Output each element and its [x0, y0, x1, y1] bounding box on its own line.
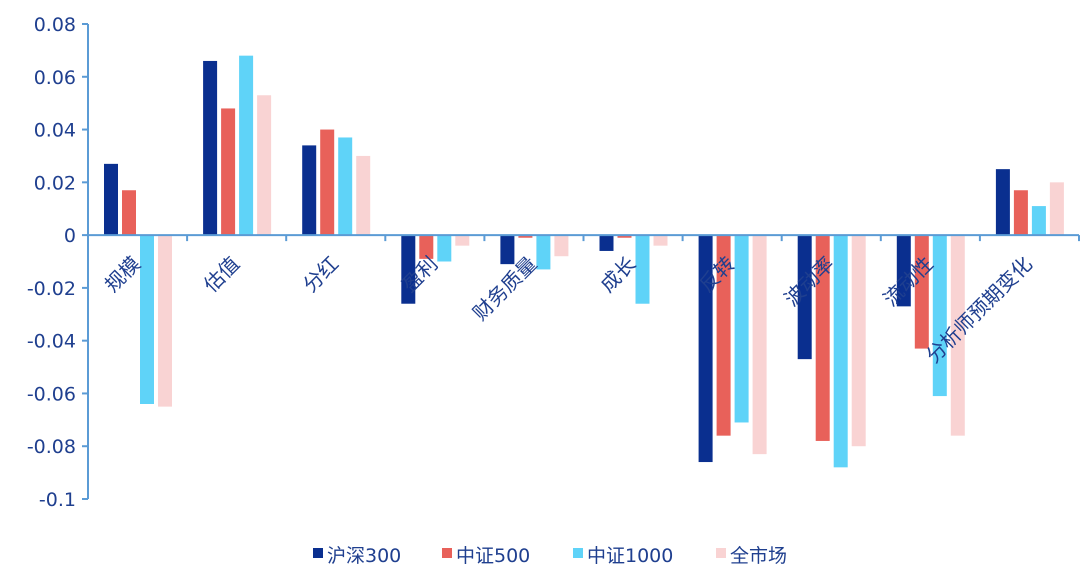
category-label: 成长	[595, 252, 640, 297]
bar-1-2	[203, 60, 218, 236]
bar-3-1	[140, 235, 154, 404]
legend-label: 中证500	[456, 545, 530, 567]
y-tick-label: -0.04	[27, 331, 76, 353]
legend-swatch	[313, 548, 323, 558]
y-tick-label: -0.1	[39, 489, 76, 511]
bar-1-1	[104, 163, 118, 236]
category-label: 估值	[199, 252, 244, 297]
y-tick-label: 0.08	[34, 14, 76, 36]
y-tick-label: -0.08	[27, 436, 76, 458]
bar-3-2	[239, 55, 254, 236]
bar-3-7	[734, 235, 749, 423]
bars-layer	[104, 55, 1064, 468]
legend-label: 沪深300	[327, 545, 401, 567]
y-tick-label: 0.04	[34, 120, 76, 142]
bar-4-9	[950, 235, 965, 436]
bar-4-7	[752, 235, 767, 455]
bar-4-5	[554, 235, 569, 257]
legend-label: 全市场	[730, 545, 787, 567]
y-tick-label: -0.06	[27, 383, 76, 405]
legend-label: 中证1000	[587, 545, 673, 567]
bar-2-9	[914, 235, 929, 349]
bar-4-6	[653, 235, 668, 246]
y-tick-label: 0	[64, 225, 76, 247]
bar-1-9	[896, 235, 911, 307]
bar-2-4	[419, 235, 434, 259]
bar-1-8	[797, 235, 812, 360]
category-label: 规模	[100, 252, 145, 297]
bar-4-8	[851, 235, 866, 447]
legend-swatch	[573, 548, 583, 558]
legend-swatch	[716, 548, 726, 558]
bar-4-1	[158, 235, 172, 407]
bar-1-6	[599, 235, 614, 251]
y-tick-label: 0.06	[34, 67, 76, 89]
bar-2-7	[716, 235, 731, 436]
bar-1-7	[698, 235, 713, 463]
bar-4-4	[455, 235, 470, 246]
bar-1-5	[500, 235, 515, 265]
bar-2-8	[815, 235, 830, 441]
bar-2-2	[221, 108, 236, 236]
axes-layer: 0.08 0.06 0.04 0.02 0 -0.02 -0.04 -0.06 -0.08 -0.…	[27, 14, 1080, 511]
y-tick-label: 0.02	[34, 172, 76, 194]
bar-2-5	[518, 235, 533, 238]
bar-4-2	[257, 95, 272, 236]
legend: 沪深300 中证500 中证1000 全市场	[313, 545, 787, 567]
bar-1-4	[401, 235, 416, 304]
bar-3-6	[635, 235, 650, 304]
bar-1-10	[995, 169, 1010, 236]
y-tick-label: -0.02	[27, 278, 76, 300]
legend-swatch	[442, 548, 452, 558]
bar-3-3	[338, 137, 353, 236]
bar-3-4	[437, 235, 452, 262]
bar-3-8	[833, 235, 848, 468]
bar-3-10	[1031, 206, 1046, 236]
bar-2-3	[320, 129, 335, 236]
bar-3-9	[932, 235, 947, 397]
bar-4-3	[356, 155, 371, 236]
bar-2-10	[1013, 190, 1028, 236]
bar-4-10	[1049, 182, 1064, 236]
bar-3-5	[536, 235, 551, 270]
bar-2-1	[122, 190, 136, 236]
bar-1-3	[302, 145, 317, 236]
bar-2-6	[617, 235, 632, 238]
category-label: 分红	[298, 252, 343, 297]
